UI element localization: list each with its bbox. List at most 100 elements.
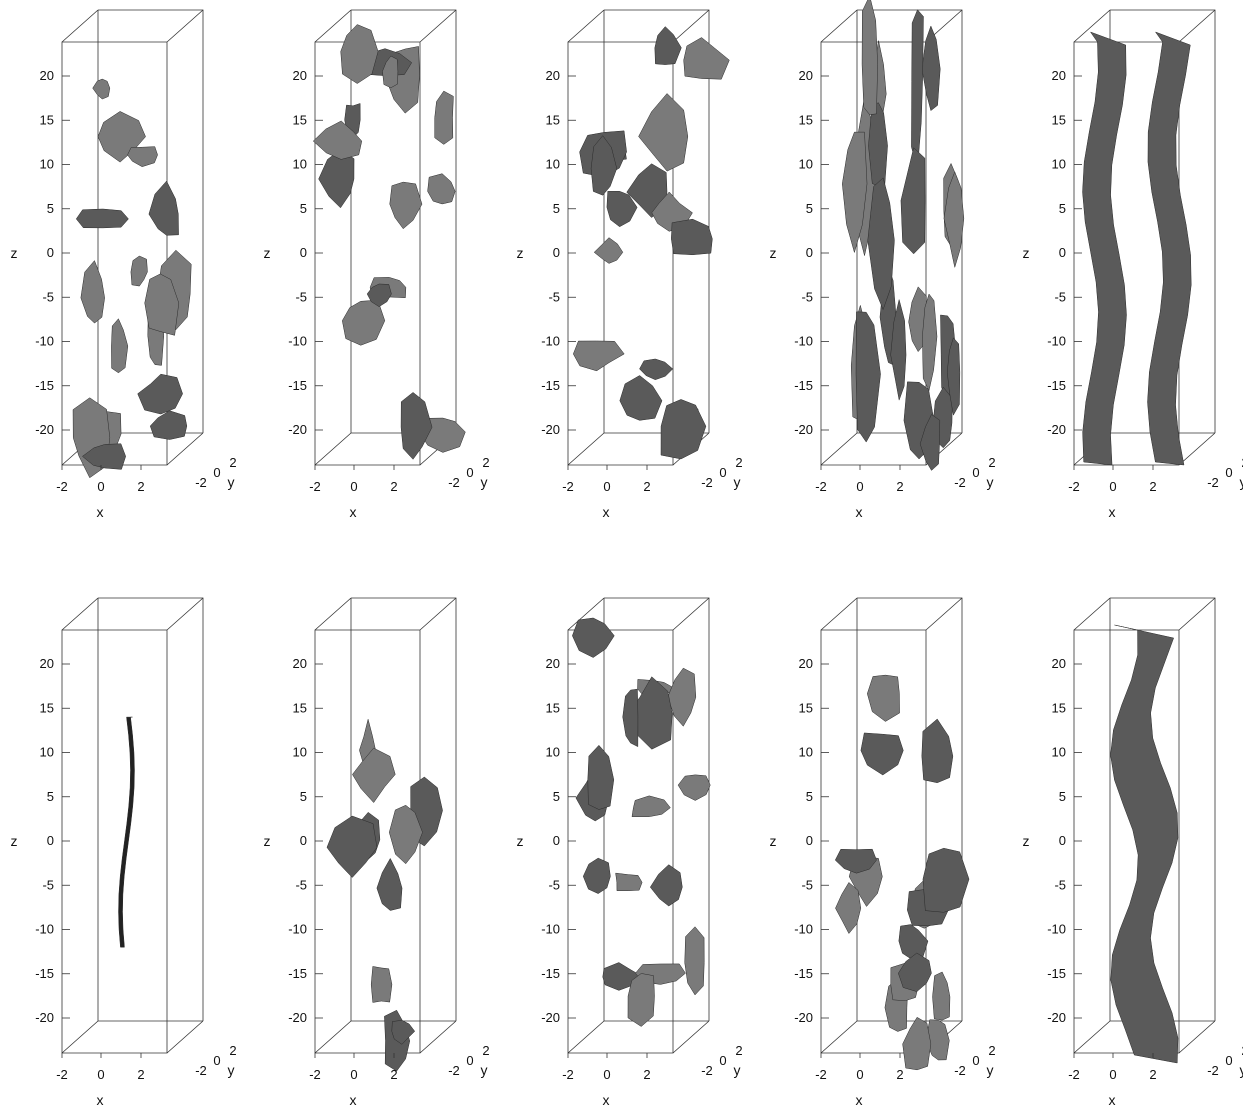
z-tick-label: -10 (794, 922, 813, 937)
z-tick-label: -10 (794, 334, 813, 349)
vorticity-patch-15 (82, 443, 126, 470)
box-back-edges (97, 597, 204, 1022)
x-axis-label: x (1109, 504, 1116, 520)
y-tick-label: 0 (719, 1053, 726, 1068)
x-tick-label: 2 (390, 479, 397, 494)
y-axis-label: y (987, 474, 994, 490)
y-tick-label: 0 (1225, 1053, 1232, 1068)
z-axis-label: z (11, 833, 18, 849)
isosurface (312, 24, 466, 460)
vorticity-patch-12 (922, 847, 970, 913)
z-tick-label: -20 (288, 1010, 307, 1025)
vorticity-patch-9 (352, 747, 396, 803)
z-tick-label: -10 (288, 922, 307, 937)
y-tick-label: -2 (195, 1063, 207, 1078)
x-axis-label: x (1109, 1092, 1116, 1108)
x-tick-label: -2 (815, 479, 827, 494)
y-tick-label: 2 (988, 1043, 995, 1058)
x-tick-label: 0 (603, 1067, 610, 1082)
x-axis-label: x (97, 1092, 104, 1108)
y-tick-label: -2 (1207, 475, 1219, 490)
y-tick-label: 2 (229, 1043, 236, 1058)
vorticity-patch-16 (868, 102, 888, 187)
x-tick-label: 0 (350, 479, 357, 494)
y-tick-label: 2 (735, 1043, 742, 1058)
z-tick-label: 20 (799, 68, 813, 83)
vorticity-patch-22 (946, 337, 961, 416)
z-tick-label: -20 (541, 1010, 560, 1025)
box-front-edges (61, 9, 204, 466)
z-tick-label: -10 (288, 334, 307, 349)
x-axis-label: x (97, 504, 104, 520)
z-tick-label: -10 (1047, 922, 1066, 937)
vorticity-patch-6 (638, 93, 689, 172)
z-tick-label: 10 (799, 745, 813, 760)
z-tick-label: -20 (794, 1010, 813, 1025)
isosurface (326, 719, 443, 1072)
z-tick-label: -20 (1047, 1010, 1066, 1025)
z-tick-label: 10 (293, 745, 307, 760)
y-tick-label: -2 (701, 475, 713, 490)
z-tick-label: 0 (553, 833, 560, 848)
vorticity-patch-11 (835, 882, 862, 935)
y-axis-label: y (734, 474, 741, 490)
y-tick-label: -2 (195, 475, 207, 490)
x-axis-label: x (603, 504, 610, 520)
vorticity-patch-14 (911, 9, 924, 169)
vorticity-patch-16 (898, 952, 932, 992)
vorticity-patch-12 (684, 926, 705, 996)
z-tick-label: -5 (548, 289, 560, 304)
z-tick-label: 15 (1052, 112, 1066, 127)
box-front-edges (820, 9, 963, 466)
x-tick-label: -2 (815, 1067, 827, 1082)
z-tick-label: 20 (1052, 656, 1066, 671)
y-tick-label: 2 (735, 455, 742, 470)
z-tick-label: 5 (553, 789, 560, 804)
vorticity-patch-16 (590, 135, 618, 196)
vorticity-patch-13 (919, 414, 941, 471)
vorticity-patch-6 (389, 181, 423, 230)
vorticity-patch-10 (144, 273, 180, 336)
vorticity-patch-15 (649, 864, 683, 907)
z-tick-label: 10 (799, 157, 813, 172)
z-tick-label: 20 (799, 656, 813, 671)
y-tick-label: 0 (972, 465, 979, 480)
z-tick-label: -20 (1047, 422, 1066, 437)
z-tick-label: 5 (806, 789, 813, 804)
vorticity-patch-6 (130, 255, 148, 287)
vorticity-patch-12 (127, 146, 158, 167)
y-tick-label: -2 (1207, 1063, 1219, 1078)
vorticity-patch-10 (391, 1020, 416, 1045)
vorticity-patch-4 (932, 971, 951, 1021)
z-tick-label: 15 (1052, 700, 1066, 715)
z-tick-label: 10 (40, 157, 54, 172)
z-tick-label: 5 (1059, 789, 1066, 804)
vorticity-patch-2 (593, 237, 624, 264)
vorticity-patch-18 (867, 177, 895, 311)
vorticity-patch-10 (898, 924, 929, 960)
y-tick-label: 0 (213, 465, 220, 480)
z-axis-label: z (1023, 245, 1030, 261)
vorticity-patch-15 (922, 293, 938, 392)
z-tick-label: -10 (35, 334, 54, 349)
vorticity-patch-13 (75, 208, 129, 229)
y-tick-label: 2 (1241, 455, 1243, 470)
y-tick-label: 2 (482, 1043, 489, 1058)
z-tick-label: -5 (295, 877, 307, 892)
x-axis-label: x (603, 1092, 610, 1108)
x-tick-label: 2 (137, 1067, 144, 1082)
z-tick-label: 10 (546, 745, 560, 760)
y-axis-label: y (1240, 474, 1243, 490)
x-tick-label: -2 (56, 1067, 68, 1082)
y-tick-label: 2 (482, 455, 489, 470)
x-axis-label: x (856, 504, 863, 520)
z-tick-label: 5 (47, 201, 54, 216)
z-tick-label: 0 (806, 833, 813, 848)
vorticity-patch-4 (606, 191, 638, 228)
z-tick-label: -5 (1054, 877, 1066, 892)
vorticity-patch-14 (622, 688, 639, 748)
x-tick-label: 2 (1149, 1067, 1156, 1082)
vorticity-patch-15 (312, 120, 363, 160)
